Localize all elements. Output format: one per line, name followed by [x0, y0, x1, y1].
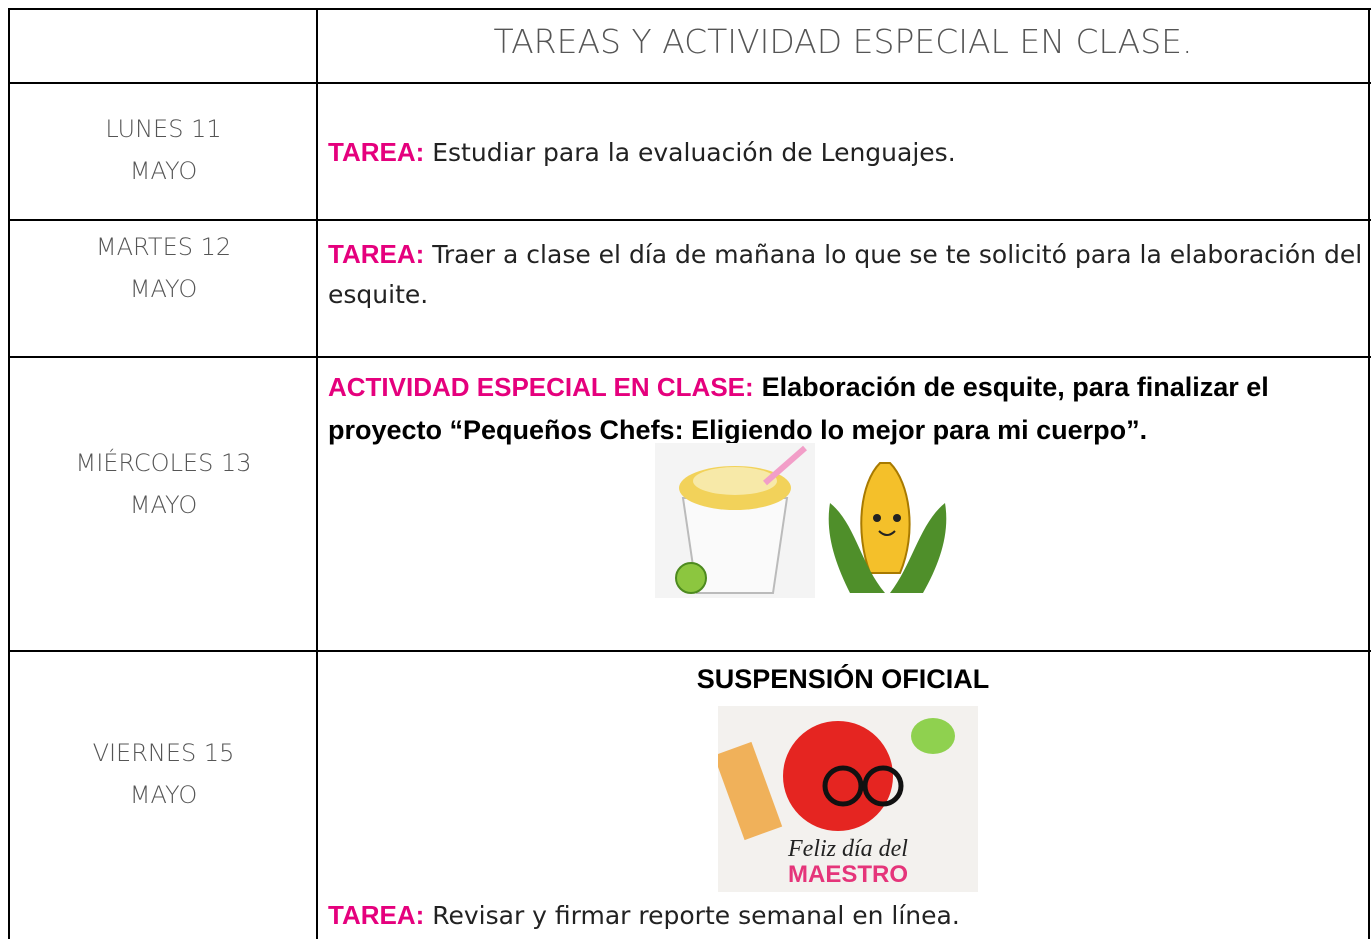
image-caption: MAESTRO: [788, 861, 908, 888]
header-title: TAREAS Y ACTIVIDAD ESPECIAL EN CLASE.: [493, 22, 1193, 61]
image-caption: Feliz día del: [787, 836, 908, 862]
day: LUNES 11: [105, 115, 222, 143]
border: [8, 8, 10, 939]
day-cell: VIERNES 15 MAYO: [10, 732, 317, 816]
teacher-day-image: Feliz día del MAESTRO: [718, 706, 978, 892]
border: [1368, 8, 1370, 939]
border: [8, 8, 1371, 10]
border: [8, 356, 1371, 358]
task-label: TAREA:: [328, 137, 425, 167]
task-text: Elaboración de esquite, para finalizar e…: [328, 372, 1269, 445]
task-label: ACTIVIDAD ESPECIAL EN CLASE:: [328, 372, 754, 402]
month: MAYO: [129, 275, 198, 303]
day-cell: MIÉRCOLES 13 MAYO: [10, 442, 317, 526]
day: MIÉRCOLES 13: [75, 449, 252, 477]
month: MAYO: [129, 491, 198, 519]
task-text: Revisar y firmar reporte semanal en líne…: [432, 901, 960, 930]
task-cell: TAREA: Traer a clase el día de mañana lo…: [328, 234, 1363, 315]
task-cell: ACTIVIDAD ESPECIAL EN CLASE: Elaboración…: [328, 366, 1363, 452]
task-label: TAREA:: [328, 239, 425, 269]
day: MARTES 12: [95, 233, 232, 261]
day-cell: LUNES 11 MAYO: [10, 108, 317, 192]
day-cell: MARTES 12 MAYO: [10, 226, 317, 310]
task-cell: TAREA: Estudiar para la evaluación de Le…: [328, 132, 1363, 173]
suspension-heading: SUSPENSIÓN OFICIAL: [696, 664, 990, 694]
day: VIERNES 15: [92, 739, 235, 767]
task-text: Estudiar para la evaluación de Lenguajes…: [432, 138, 956, 167]
task-label: TAREA:: [328, 900, 425, 930]
border: [8, 82, 1371, 84]
month: MAYO: [129, 157, 198, 185]
esquite-images: [655, 443, 947, 598]
task-text: Traer a clase el día de mañana lo que se…: [328, 240, 1363, 309]
month: MAYO: [129, 781, 198, 809]
task-cell: TAREA: Revisar y firmar reporte semanal …: [328, 895, 1363, 936]
border: [8, 219, 1371, 221]
border: [316, 8, 318, 939]
border: [8, 650, 1371, 652]
